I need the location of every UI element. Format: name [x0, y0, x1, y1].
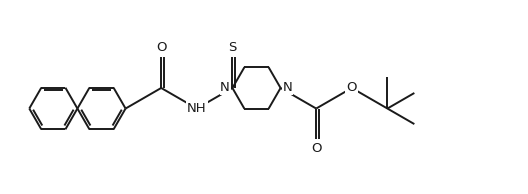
Text: O: O	[311, 142, 322, 155]
Text: NH: NH	[187, 102, 206, 115]
Text: O: O	[346, 81, 357, 94]
Text: N: N	[220, 81, 230, 94]
Text: S: S	[228, 41, 237, 54]
Text: O: O	[156, 41, 166, 54]
Text: N: N	[283, 81, 293, 94]
